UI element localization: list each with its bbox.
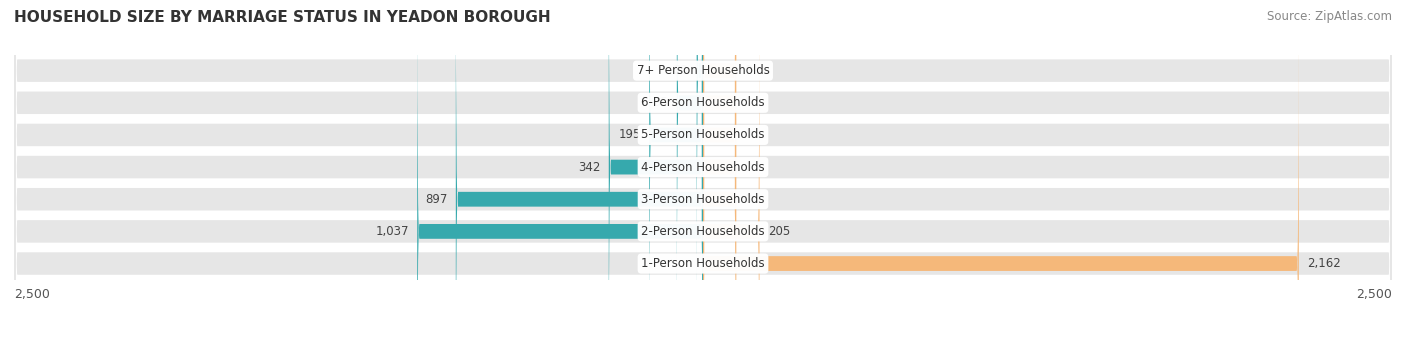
FancyBboxPatch shape: [14, 0, 1392, 341]
Text: 0: 0: [744, 64, 752, 77]
FancyBboxPatch shape: [650, 0, 703, 341]
FancyBboxPatch shape: [703, 0, 737, 341]
Text: 2,500: 2,500: [14, 288, 51, 301]
FancyBboxPatch shape: [418, 0, 703, 341]
Text: 2,162: 2,162: [1308, 257, 1341, 270]
FancyBboxPatch shape: [703, 0, 737, 321]
FancyBboxPatch shape: [703, 0, 759, 341]
FancyBboxPatch shape: [14, 0, 1392, 341]
FancyBboxPatch shape: [456, 0, 703, 341]
Legend: Family, Nonfamily: Family, Nonfamily: [624, 337, 782, 341]
Text: 5-Person Households: 5-Person Households: [641, 129, 765, 142]
Text: 95: 95: [654, 96, 669, 109]
FancyBboxPatch shape: [676, 0, 703, 341]
FancyBboxPatch shape: [703, 14, 1299, 341]
Text: 4-Person Households: 4-Person Households: [641, 161, 765, 174]
Text: 897: 897: [425, 193, 447, 206]
FancyBboxPatch shape: [703, 0, 737, 341]
Text: 205: 205: [768, 225, 790, 238]
FancyBboxPatch shape: [14, 0, 1392, 341]
Text: 0: 0: [744, 96, 752, 109]
FancyBboxPatch shape: [696, 0, 703, 321]
Text: 1,037: 1,037: [375, 225, 409, 238]
Text: 2,500: 2,500: [1355, 288, 1392, 301]
Text: 6-Person Households: 6-Person Households: [641, 96, 765, 109]
Text: 7+ Person Households: 7+ Person Households: [637, 64, 769, 77]
Text: HOUSEHOLD SIZE BY MARRIAGE STATUS IN YEADON BOROUGH: HOUSEHOLD SIZE BY MARRIAGE STATUS IN YEA…: [14, 10, 551, 25]
Text: Source: ZipAtlas.com: Source: ZipAtlas.com: [1267, 10, 1392, 23]
FancyBboxPatch shape: [14, 0, 1392, 341]
Text: 0: 0: [744, 129, 752, 142]
FancyBboxPatch shape: [703, 0, 737, 341]
FancyBboxPatch shape: [14, 0, 1392, 341]
FancyBboxPatch shape: [14, 0, 1392, 341]
Text: 3-Person Households: 3-Person Households: [641, 193, 765, 206]
Text: 195: 195: [619, 129, 641, 142]
Text: 2-Person Households: 2-Person Households: [641, 225, 765, 238]
Text: 0: 0: [744, 161, 752, 174]
FancyBboxPatch shape: [609, 0, 703, 341]
FancyBboxPatch shape: [703, 0, 737, 341]
Text: 1-Person Households: 1-Person Households: [641, 257, 765, 270]
Text: 342: 342: [578, 161, 600, 174]
FancyBboxPatch shape: [14, 0, 1392, 341]
Text: 0: 0: [744, 193, 752, 206]
Text: 23: 23: [673, 64, 689, 77]
